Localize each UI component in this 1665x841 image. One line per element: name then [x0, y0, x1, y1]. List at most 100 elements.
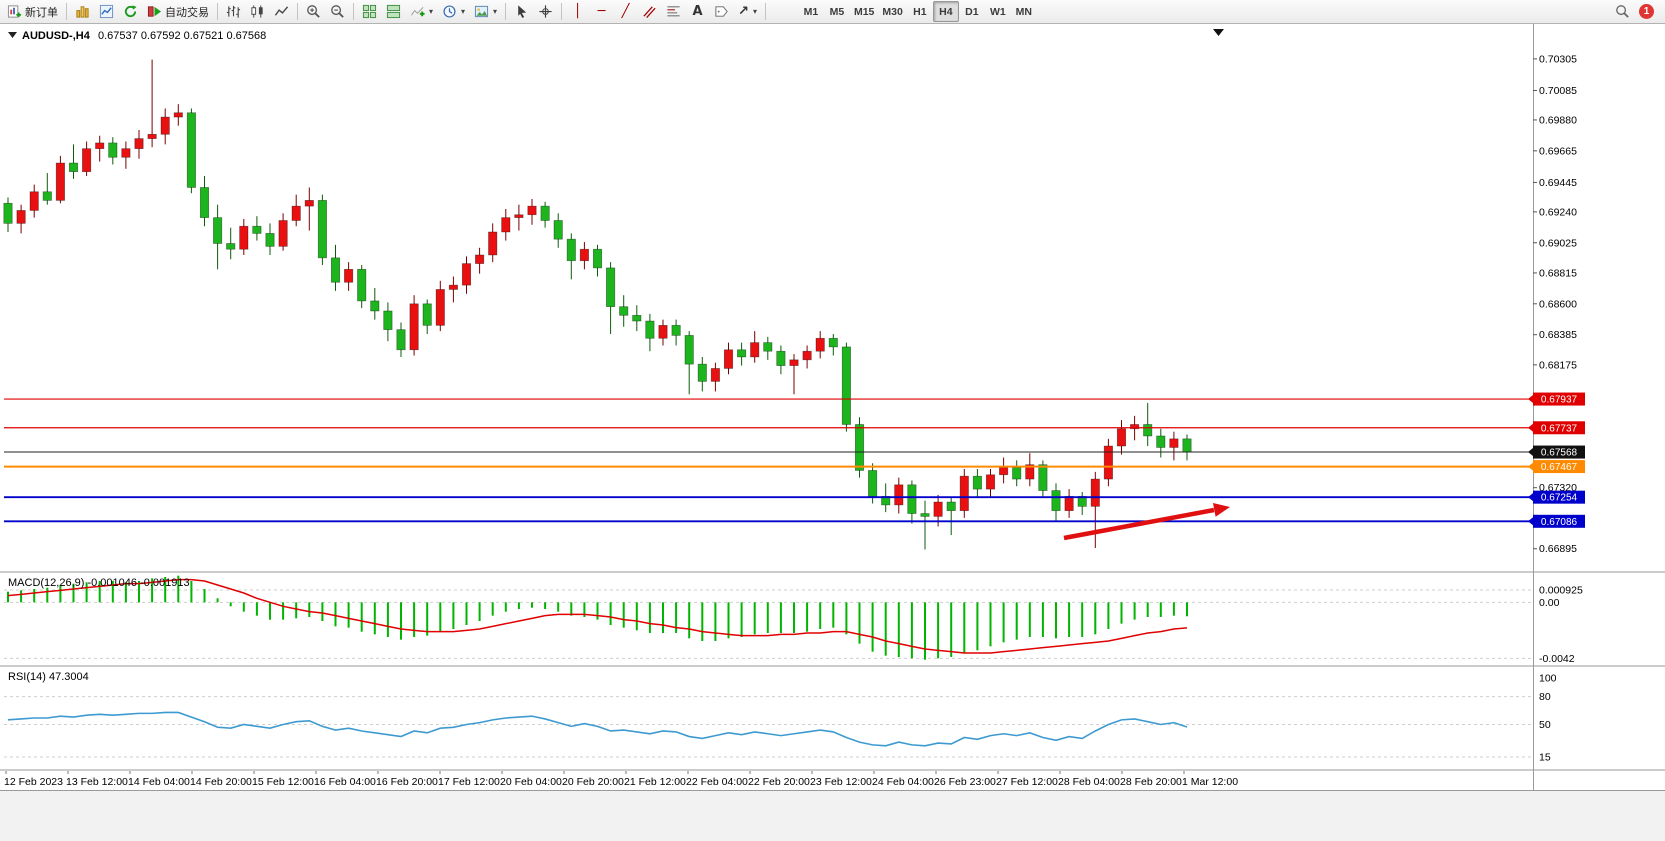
- time-axis-label: 16 Feb 04:00: [314, 776, 376, 788]
- candle-body: [475, 254, 485, 264]
- candle-body: [1038, 464, 1048, 491]
- timeframe-w1-button[interactable]: W1: [985, 1, 1011, 22]
- clock-icon: [442, 4, 457, 19]
- candle-body: [697, 363, 707, 382]
- timeframe-m30-button[interactable]: M30: [878, 1, 906, 22]
- label-tag-icon: [714, 4, 729, 19]
- time-axis-label: 22 Feb 20:00: [748, 776, 810, 788]
- price-badge: 0.67254: [1528, 490, 1585, 504]
- time-axis-label: 20 Feb 20:00: [562, 776, 624, 788]
- time-axis-label: 24 Feb 04:00: [872, 776, 934, 788]
- candle-body: [1012, 467, 1022, 480]
- timeframe-m15-button[interactable]: M15: [850, 1, 878, 22]
- line-chart-type-button[interactable]: [270, 1, 293, 22]
- zoom-in-icon: [306, 4, 321, 19]
- new-order-icon: [7, 4, 22, 19]
- macd-axis-label: 0.000925: [1539, 585, 1583, 597]
- rsi-axis-label: 50: [1539, 719, 1551, 731]
- new-chart-button[interactable]: [71, 1, 94, 22]
- rsi-axis-label: 80: [1539, 691, 1551, 703]
- candle-body: [265, 233, 275, 247]
- candlestick-series: [3, 59, 1192, 550]
- text-tool-button[interactable]: A: [686, 1, 709, 22]
- time-axis-label: 28 Feb 20:00: [1120, 776, 1182, 788]
- price-axis-tick: 0.69665: [1539, 145, 1577, 157]
- bar-chart-type-button[interactable]: [222, 1, 245, 22]
- new-order-button[interactable]: 新订单: [3, 1, 62, 22]
- tile-horizontal-button[interactable]: [382, 1, 405, 22]
- timeframe-m1-button[interactable]: M1: [798, 1, 824, 22]
- toolbar-separator: [353, 3, 354, 20]
- zoom-in-button[interactable]: [302, 1, 325, 22]
- candle-body: [959, 475, 969, 512]
- arrow-tool-icon: ↗: [738, 4, 749, 19]
- price-badge: 0.67467: [1528, 460, 1585, 474]
- timeframe-mn-button[interactable]: MN: [1011, 1, 1037, 22]
- search-button[interactable]: [1611, 1, 1634, 22]
- candle-body: [95, 142, 105, 150]
- profiles-button[interactable]: [95, 1, 118, 22]
- candle-body: [1064, 495, 1074, 512]
- chart-canvas[interactable]: 0.70305 0.70085 0.69880 0.69665 0.69445 0.692…: [0, 24, 1665, 841]
- candlestick-chart-type-button[interactable]: [246, 1, 269, 22]
- candle-body: [723, 349, 734, 369]
- candle-body: [553, 220, 563, 240]
- toolbar-separator: [297, 3, 298, 20]
- timeframe-m5-button[interactable]: M5: [824, 1, 850, 22]
- crosshair-button[interactable]: [534, 1, 557, 22]
- periods-button[interactable]: ▾: [438, 1, 469, 22]
- candle-body: [213, 217, 223, 244]
- zoom-out-icon: [330, 4, 345, 19]
- refresh-button[interactable]: [119, 1, 142, 22]
- arrows-tool-button[interactable]: ↗ ▾: [734, 1, 761, 22]
- timeframe-d1-button[interactable]: D1: [959, 1, 985, 22]
- tile-windows-button[interactable]: [358, 1, 381, 22]
- notification-badge[interactable]: 1: [1639, 4, 1654, 19]
- vertical-line-tool-button[interactable]: │: [566, 1, 589, 22]
- price-badge: 0.67568: [1528, 445, 1585, 459]
- auto-trading-button[interactable]: 自动交易: [143, 1, 213, 22]
- candle-body: [226, 243, 236, 250]
- zoom-out-button[interactable]: [326, 1, 349, 22]
- svg-text:0.67086: 0.67086: [1541, 517, 1578, 528]
- toolbar-separator: [561, 3, 563, 20]
- fibonacci-icon: [666, 4, 681, 19]
- templates-button[interactable]: ▾: [470, 1, 501, 22]
- candle-body: [566, 238, 576, 262]
- trendline-tool-button[interactable]: ╱: [614, 1, 637, 22]
- rsi-axis-label: 15: [1539, 751, 1551, 763]
- candle-body: [527, 205, 537, 216]
- dropdown-arrow-icon: ▾: [429, 7, 434, 16]
- symbol-dropdown-icon[interactable]: [8, 32, 17, 38]
- candle-body: [173, 112, 183, 118]
- trend-arrow-annotation[interactable]: [1063, 503, 1230, 541]
- candle-body: [501, 217, 511, 233]
- add-indicator-icon: [410, 4, 425, 19]
- timeframe-h1-button[interactable]: H1: [907, 1, 933, 22]
- price-axis-tick: 0.68175: [1539, 359, 1577, 371]
- new-chart-icon: [75, 4, 90, 19]
- chart-background: [0, 24, 1665, 841]
- price-badge: 0.67086: [1528, 514, 1585, 528]
- macd-signal-line: [7, 578, 1188, 654]
- candle-body: [370, 300, 380, 312]
- candle-body: [645, 320, 655, 339]
- label-tool-button[interactable]: [710, 1, 733, 22]
- cursor-button[interactable]: [510, 1, 533, 22]
- chart-menu-arrow[interactable]: [1213, 29, 1224, 36]
- template-icon: [474, 4, 489, 19]
- candle-body: [1156, 435, 1166, 448]
- fibonacci-tool-button[interactable]: [662, 1, 685, 22]
- toolbar-separator: [217, 3, 218, 20]
- channel-tool-button[interactable]: [638, 1, 661, 22]
- candle-body: [854, 424, 865, 471]
- tile-grid-icon: [362, 4, 377, 19]
- candle-body: [1169, 438, 1179, 448]
- time-axis-label: 15 Feb 12:00: [252, 776, 314, 788]
- candle-body: [815, 337, 825, 352]
- indicators-button[interactable]: ▾: [406, 1, 437, 22]
- chart-ohlc-values: 0.67537 0.67592 0.67521 0.67568: [98, 30, 266, 42]
- timeframe-h4-button[interactable]: H4: [932, 1, 959, 22]
- price-axis-tick: 0.68385: [1539, 329, 1577, 341]
- horizontal-line-tool-button[interactable]: ─: [590, 1, 613, 22]
